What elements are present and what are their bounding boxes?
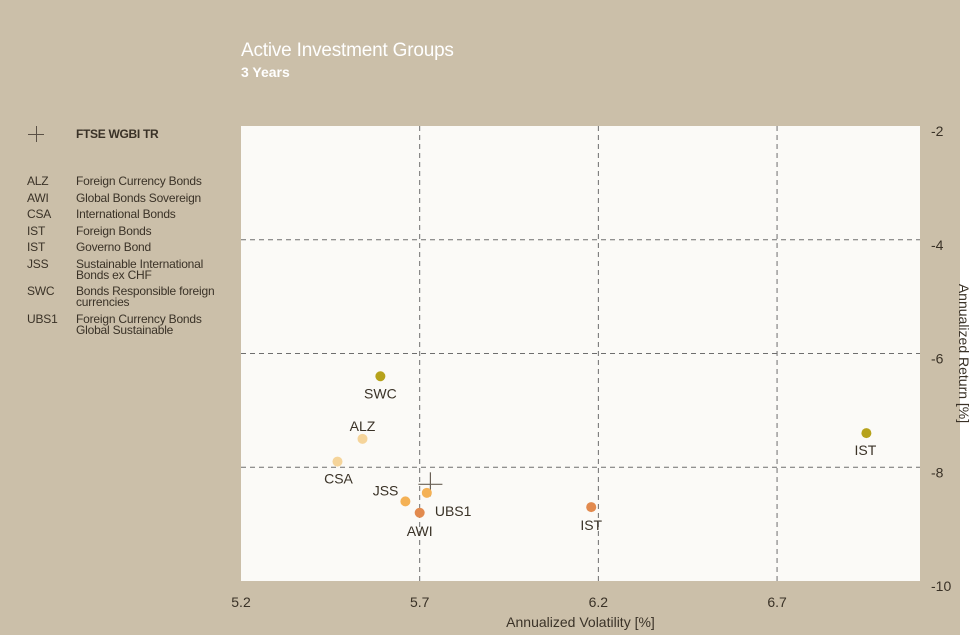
legend-code: CSA [27, 207, 52, 221]
legend-code: JSS [27, 256, 49, 271]
scatter-point [400, 496, 411, 507]
x-tick-label: 5.2 [231, 594, 251, 610]
chart-title: Active Investment Groups [241, 40, 454, 61]
point-label: SWC [364, 385, 397, 401]
legend-name: Sustainable International Bonds ex CHF [76, 256, 204, 282]
scatter-point [357, 433, 368, 444]
chart-frame: Active Investment Groups 3 Years FTSE WG… [0, 0, 960, 635]
chart-subtitle: 3 Years [241, 64, 290, 80]
scatter-point [375, 371, 386, 382]
x-tick-label: 6.7 [767, 594, 787, 610]
x-axis-label: Annualized Volatility [%] [506, 614, 655, 630]
legend-item: IST Foreign Bonds [27, 223, 237, 238]
y-tick-label: -4 [931, 237, 944, 253]
x-tick-label: 6.2 [589, 594, 609, 610]
legend-code: SWC [27, 284, 55, 298]
legend-name: Foreign Currency Bonds [76, 174, 202, 188]
benchmark-legend: FTSE WGBI TR [28, 126, 159, 142]
legend-code: UBS1 [27, 311, 58, 326]
y-tick-label: -8 [931, 464, 944, 480]
point-label: ALZ [350, 418, 376, 434]
plus-icon [28, 126, 44, 142]
point-label: AWI [407, 523, 433, 539]
scatter-point [414, 507, 425, 518]
legend-code: AWI [27, 190, 49, 205]
legend-name: Foreign Bonds [76, 223, 152, 238]
point-label: CSA [324, 471, 353, 487]
y-tick-label: -2 [931, 123, 944, 139]
legend-item: JSS Sustainable International Bonds ex C… [27, 256, 237, 282]
scatter-point [421, 487, 432, 498]
legend-name: International Bonds [76, 207, 176, 221]
legend-code: IST [27, 223, 46, 238]
legend: ALZ Foreign Currency Bonds AWI Global Bo… [27, 174, 237, 341]
legend-item: CSA International Bonds [27, 207, 237, 221]
legend-code: IST [27, 240, 46, 254]
y-axis-label: Annualized Return [%] [956, 284, 972, 423]
x-tick-label: 5.7 [410, 594, 430, 610]
y-tick-label: -10 [931, 578, 951, 594]
legend-name: Foreign Currency Bonds Global Sustainabl… [76, 311, 202, 337]
legend-item: UBS1 Foreign Currency Bonds Global Susta… [27, 311, 237, 337]
legend-item: SWC Bonds Responsible foreign currencies [27, 284, 237, 309]
legend-name: Governo Bond [76, 240, 151, 254]
point-label: IST [855, 442, 877, 458]
legend-name: Bonds Responsible foreign currencies [76, 284, 215, 309]
legend-item: IST Governo Bond [27, 240, 237, 254]
scatter-point [861, 428, 872, 439]
point-label: IST [580, 517, 602, 533]
scatter-point [586, 502, 597, 513]
scatter-point [332, 456, 343, 467]
y-tick-label: -6 [931, 351, 944, 367]
legend-item: ALZ Foreign Currency Bonds [27, 174, 237, 188]
legend-item: AWI Global Bonds Sovereign [27, 190, 237, 205]
point-label: UBS1 [435, 503, 472, 519]
benchmark-label: FTSE WGBI TR [76, 127, 159, 141]
point-label: JSS [373, 482, 399, 498]
legend-name: Global Bonds Sovereign [76, 190, 202, 205]
plot-area [241, 126, 920, 581]
legend-code: ALZ [27, 174, 49, 188]
